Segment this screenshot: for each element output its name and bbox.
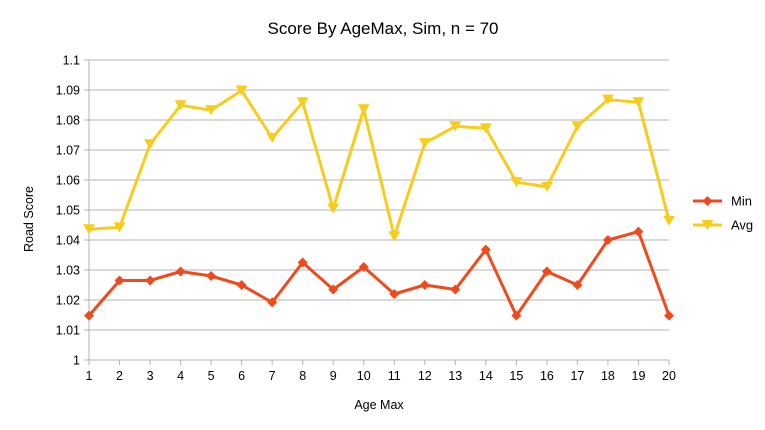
data-point-avg (540, 181, 553, 192)
series-line-avg (88, 89, 671, 238)
y-tick-label: 1.04 (56, 234, 80, 248)
x-tick-label: 5 (208, 369, 215, 383)
legend-label: Min (731, 194, 752, 209)
data-point-min (419, 280, 430, 290)
x-tick-label: 18 (601, 369, 615, 383)
data-point-min (389, 289, 400, 299)
x-tick-label: 2 (116, 369, 123, 383)
data-point-avg (296, 97, 309, 108)
legend-label: Avg (731, 218, 753, 233)
data-point-min (84, 310, 94, 321)
x-tick-label: 9 (330, 369, 337, 383)
series-avg (83, 85, 675, 242)
x-tick-label: 11 (388, 369, 401, 383)
y-tick-label: 1.03 (56, 264, 80, 278)
data-point-avg (449, 121, 462, 132)
x-tick-label: 10 (357, 369, 371, 383)
y-axis-title: Road Score (22, 186, 36, 252)
x-tick-label: 12 (418, 369, 432, 383)
legend-marker (701, 220, 714, 230)
data-point-avg (418, 138, 431, 149)
data-point-min (511, 310, 522, 321)
data-point-min (114, 275, 125, 286)
x-axis-title: Age Max (354, 398, 404, 412)
y-tick-label: 1.05 (56, 204, 80, 218)
data-point-avg (83, 224, 95, 235)
data-point-avg (174, 100, 187, 111)
data-point-avg (510, 177, 523, 188)
series-line-min (87, 230, 671, 318)
data-point-avg (327, 203, 340, 214)
data-point-min (267, 297, 278, 308)
legend: Min Avg (693, 194, 753, 233)
data-point-avg (266, 133, 279, 143)
data-point-avg (571, 121, 584, 132)
legend-item-min: Min (693, 194, 752, 209)
y-tick-label: 1.06 (56, 174, 80, 188)
x-tick-label: 1 (86, 369, 93, 383)
series-min (84, 226, 674, 321)
data-point-avg (663, 215, 675, 226)
data-point-min (664, 310, 674, 321)
data-point-avg (388, 231, 401, 242)
data-point-min (297, 257, 308, 268)
y-tick-label: 1.1 (63, 54, 80, 68)
y-tick-label: 1.09 (56, 84, 80, 98)
data-point-min (328, 284, 339, 295)
data-point-avg (144, 139, 157, 150)
data-point-min (633, 226, 644, 237)
x-tick-label: 14 (479, 369, 493, 383)
data-point-min (572, 280, 583, 290)
gridlines (89, 59, 669, 361)
data-point-avg (113, 222, 126, 233)
data-point-min (145, 275, 156, 286)
data-point-min (358, 262, 369, 272)
x-tick-label: 7 (269, 369, 276, 383)
y-tick-label: 1.07 (56, 144, 80, 158)
data-point-avg (205, 105, 218, 116)
data-point-avg (601, 94, 614, 105)
data-point-min (450, 284, 461, 295)
x-tick-label: 17 (570, 369, 584, 383)
data-point-min (236, 280, 247, 290)
data-point-min (602, 235, 613, 245)
x-tick-label: 6 (238, 369, 245, 383)
data-point-min (480, 244, 491, 255)
axes: 1 1.01 1.02 1.03 1.04 1.05 1.06 1.07 1.08 1.09 1.1… (56, 54, 676, 384)
y-tick-label: 1.01 (56, 324, 80, 338)
x-tick-label: 4 (177, 369, 184, 383)
x-tick-label: 19 (632, 369, 646, 383)
x-tick-label: 20 (662, 369, 676, 383)
x-tick-label: 13 (448, 369, 462, 383)
y-tick-label: 1.08 (56, 114, 80, 128)
data-point-avg (632, 97, 645, 108)
x-tick-label: 8 (299, 369, 306, 383)
data-point-avg (235, 85, 248, 96)
y-tick-label: 1.02 (56, 294, 80, 308)
chart-title: Score By AgeMax, Sim, n = 70 (267, 19, 498, 38)
data-point-avg (357, 104, 370, 115)
data-point-min (541, 266, 552, 277)
x-tick-label: 3 (147, 369, 154, 383)
data-point-min (175, 266, 186, 277)
x-tick-label: 15 (509, 369, 523, 383)
y-tick-label: 1 (73, 354, 80, 368)
x-tick-label: 16 (540, 369, 554, 383)
series-layer (83, 85, 675, 321)
data-point-avg (479, 123, 492, 134)
legend-marker (702, 196, 713, 206)
data-point-min (206, 271, 217, 281)
legend-item-avg: Avg (693, 218, 753, 233)
